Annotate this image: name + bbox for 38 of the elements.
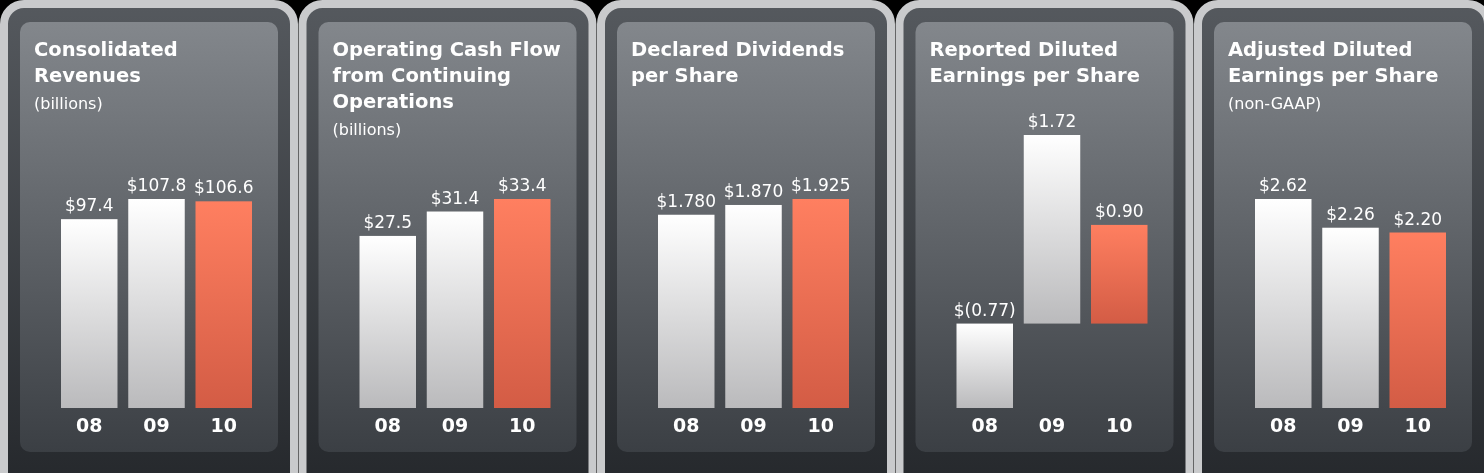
x-tick-label: 08 [374,414,401,436]
chart-subtitle: (billions) [332,120,402,139]
x-tick-label: 08 [971,414,998,436]
data-label: $2.62 [1258,175,1308,195]
x-tick-label: 10 [807,414,834,436]
data-label: $27.5 [363,211,413,232]
data-label: $1.925 [791,175,851,195]
data-label: $31.4 [430,187,480,208]
x-tick-label: 08 [76,414,103,436]
data-label: $107.8 [126,175,187,195]
data-label: $1.870 [723,180,784,201]
data-label: $106.6 [194,177,254,198]
data-label: $97.4 [64,195,114,216]
chart-subtitle: (billions) [34,94,103,113]
x-tick-label: 10 [210,414,237,436]
data-label: $1.780 [656,190,716,211]
chart-subtitle: (non-GAAP) [1228,94,1322,113]
chart-title: Adjusted Diluted Earnings per Share [1228,38,1439,87]
chart-title: Declared Dividends per Share [631,38,845,87]
x-tick-label: 10 [1106,414,1133,436]
data-label: $1.72 [1027,111,1077,131]
x-tick-label: 10 [509,414,536,436]
x-tick-label: 10 [1404,414,1431,436]
data-label: $2.26 [1326,203,1375,224]
x-tick-label: 09 [441,414,469,436]
x-tick-label: 09 [143,414,170,436]
chart-title: Operating Cash Flow from Continuing Operations [332,38,561,113]
chart-title: Reported Diluted Earnings per Share [929,38,1140,87]
data-label: $2.20 [1393,208,1443,229]
x-tick-label: 09 [1038,414,1066,436]
data-label: $(0.77) [953,299,1016,320]
x-tick-label: 09 [740,414,767,436]
x-tick-label: 09 [1337,414,1364,436]
data-label: $0.90 [1094,200,1144,221]
x-tick-label: 08 [673,414,700,436]
chart-title: Consolidated Revenues [34,38,178,87]
data-label: $33.4 [497,175,547,195]
x-tick-label: 08 [1270,414,1297,436]
